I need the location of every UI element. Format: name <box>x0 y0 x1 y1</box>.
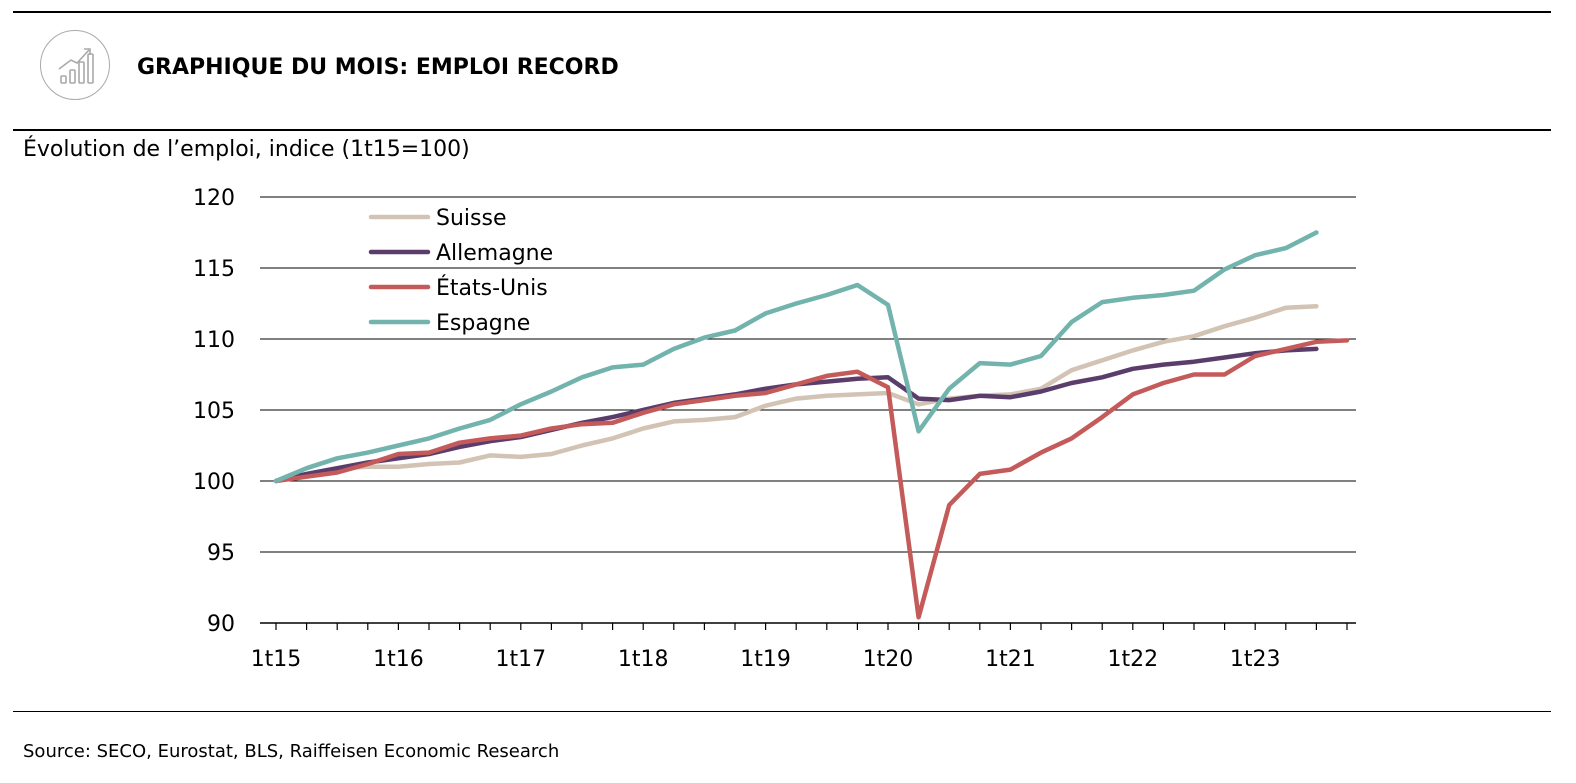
page-title: GRAPHIQUE DU MOIS: EMPLOI RECORD <box>137 55 619 80</box>
source-note: Source: SECO, Eurostat, BLS, Raiffeisen … <box>23 741 560 762</box>
x-tick-label: 1t22 <box>1107 647 1158 672</box>
series-line-suisse <box>273 304 1319 484</box>
x-tick-label: 1t19 <box>740 647 791 672</box>
footer-rule <box>13 711 1551 712</box>
x-tick-label: 1t20 <box>863 647 914 672</box>
y-tick-label: 90 <box>207 612 235 637</box>
x-tick-label: 1t16 <box>373 647 424 672</box>
legend-label: États-Unis <box>436 275 548 301</box>
series-line-espagne <box>273 230 1319 484</box>
y-tick-label: 115 <box>193 257 235 282</box>
y-tick-label: 95 <box>207 541 235 566</box>
y-tick-label: 120 <box>193 186 235 211</box>
x-tick-label: 1t17 <box>495 647 546 672</box>
series-line-etats-unis <box>273 338 1350 620</box>
y-tick-label: 105 <box>193 399 235 424</box>
header-rule <box>13 129 1551 131</box>
top-rule <box>13 11 1551 13</box>
legend-label: Espagne <box>436 311 530 336</box>
x-tick-label: 1t23 <box>1230 647 1281 672</box>
x-tick-label: 1t21 <box>985 647 1036 672</box>
x-tick-label: 1t18 <box>618 647 669 672</box>
y-tick-label: 110 <box>193 328 235 353</box>
legend-label: Allemagne <box>436 241 553 266</box>
y-tick-label: 100 <box>193 470 235 495</box>
legend-label: Suisse <box>436 206 506 231</box>
series-line-allemagne <box>273 346 1319 484</box>
chart-subtitle: Évolution de l’emploi, indice (1t15=100) <box>23 137 470 162</box>
x-tick-label: 1t15 <box>251 647 302 672</box>
bar-chart-trend-icon <box>40 30 110 100</box>
